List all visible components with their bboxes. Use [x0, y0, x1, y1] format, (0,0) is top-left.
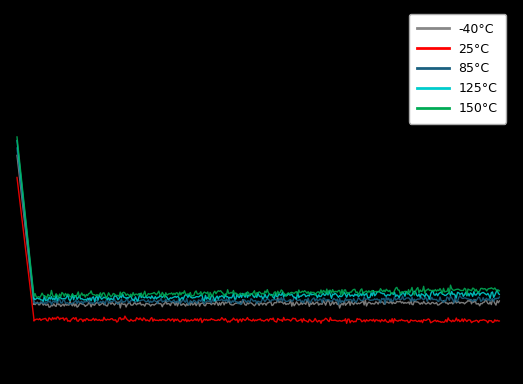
- Legend: -40°C, 25°C, 85°C, 125°C, 150°C: -40°C, 25°C, 85°C, 125°C, 150°C: [408, 14, 506, 124]
